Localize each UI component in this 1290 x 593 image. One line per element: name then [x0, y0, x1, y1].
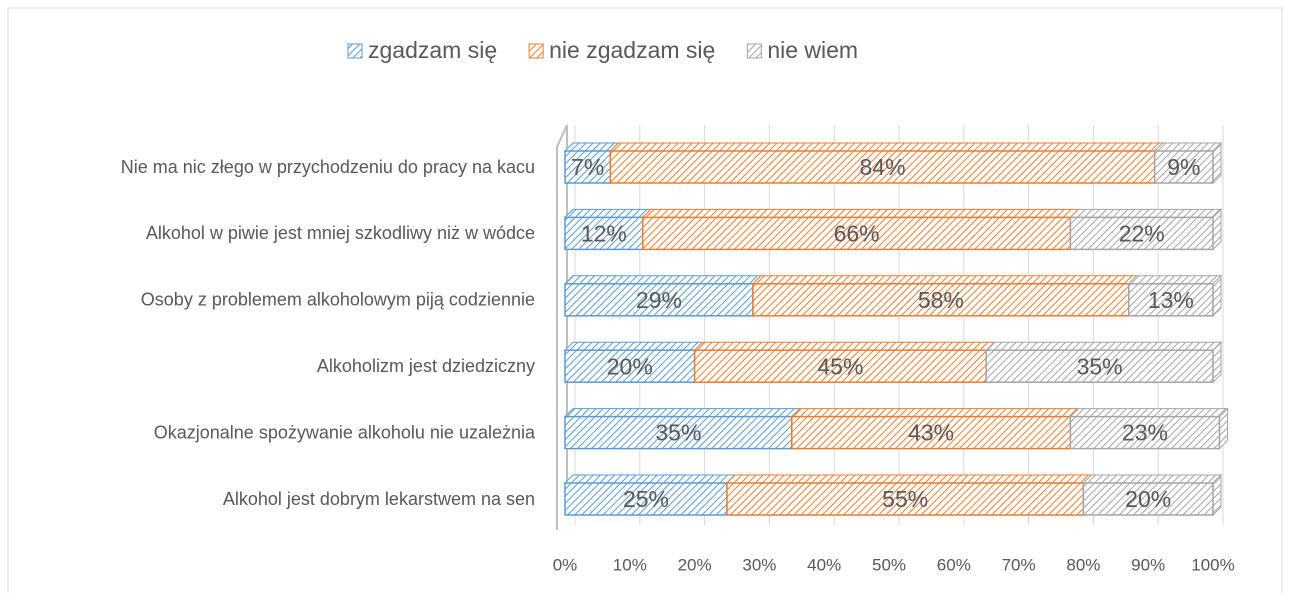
bar	[1128, 283, 1214, 317]
bar	[564, 216, 644, 251]
legend-swatch	[746, 43, 762, 59]
legend-label: nie wiem	[767, 37, 858, 63]
bar-top	[790, 408, 1080, 418]
data-label: 35%	[1077, 353, 1123, 379]
y-tick-label: Okazjonalne spożywanie alkoholu nie uzal…	[154, 422, 536, 442]
bar-top	[1069, 208, 1223, 218]
x-tick-label: 50%	[872, 555, 906, 574]
bar-top	[1153, 142, 1223, 152]
data-label: 84%	[859, 154, 905, 180]
data-label: 7%	[571, 154, 604, 180]
y-tick-label: Alkoholizm jest dziedziczny	[317, 356, 535, 376]
bar	[642, 216, 1072, 251]
bar	[1069, 415, 1221, 450]
data-label: 55%	[882, 486, 928, 512]
data-label: 13%	[1148, 287, 1194, 313]
data-label: 12%	[581, 220, 627, 246]
y-tick-label: Alkohol jest dobrym lekarstwem na sen	[223, 489, 535, 509]
axis-wall	[556, 124, 568, 530]
bar	[564, 150, 612, 184]
x-tick-label: 0%	[553, 555, 578, 574]
bar-top	[725, 474, 1093, 484]
x-tick-label: 30%	[742, 555, 776, 574]
legend-swatch	[528, 43, 544, 59]
bar	[752, 283, 1130, 317]
legend-label: nie zgadzam się	[549, 37, 715, 63]
data-label: 29%	[636, 287, 682, 313]
bar	[609, 150, 1156, 184]
bar-top	[1069, 408, 1229, 418]
data-label: 66%	[834, 220, 880, 246]
bar-top	[1127, 275, 1223, 285]
bar	[1069, 216, 1214, 251]
y-tick-label: Osoby z problemem alkoholowym piją codzi…	[141, 290, 535, 310]
bar	[726, 482, 1085, 516]
data-label: 43%	[908, 420, 954, 446]
bar	[564, 283, 754, 317]
bar-top	[563, 275, 763, 285]
bar	[693, 349, 987, 383]
bar	[1082, 482, 1214, 516]
bar-top	[563, 142, 620, 152]
x-tick-label: 40%	[807, 555, 841, 574]
bar-top	[751, 275, 1138, 285]
legend-label: zgadzam się	[368, 37, 497, 63]
x-tick-label: 60%	[937, 555, 971, 574]
bar	[1153, 150, 1214, 184]
bar-top	[609, 142, 1164, 152]
bar-top	[563, 341, 704, 351]
bar-top	[563, 408, 802, 418]
bar	[564, 415, 793, 450]
x-tick-label: 80%	[1066, 555, 1100, 574]
bar	[564, 349, 696, 383]
data-label: 23%	[1122, 420, 1168, 446]
bar-top	[984, 341, 1223, 351]
y-tick-label: Alkohol w piwie jest mniej szkodliwy niż…	[146, 223, 535, 243]
y-tick-label: Nie ma nic złego w przychodzeniu do prac…	[121, 157, 535, 177]
data-label: 20%	[1125, 486, 1171, 512]
bar-top	[563, 208, 652, 218]
data-label: 45%	[817, 353, 863, 379]
x-tick-label: 10%	[613, 555, 647, 574]
bar-top	[1082, 474, 1223, 484]
bar-top	[693, 341, 996, 351]
bar	[985, 349, 1214, 383]
x-tick-label: 90%	[1131, 555, 1165, 574]
legend-swatch	[347, 43, 363, 59]
x-tick-label: 100%	[1191, 555, 1234, 574]
data-label: 20%	[607, 353, 653, 379]
data-label: 58%	[918, 287, 964, 313]
data-label: 25%	[623, 486, 669, 512]
data-label: 9%	[1167, 154, 1200, 180]
bar	[791, 415, 1072, 450]
x-tick-label: 20%	[678, 555, 712, 574]
data-label: 22%	[1119, 220, 1165, 246]
bar	[564, 482, 728, 516]
bar-top	[641, 208, 1080, 218]
bar-top	[563, 474, 737, 484]
x-tick-label: 70%	[1002, 555, 1036, 574]
data-label: 35%	[655, 420, 701, 446]
